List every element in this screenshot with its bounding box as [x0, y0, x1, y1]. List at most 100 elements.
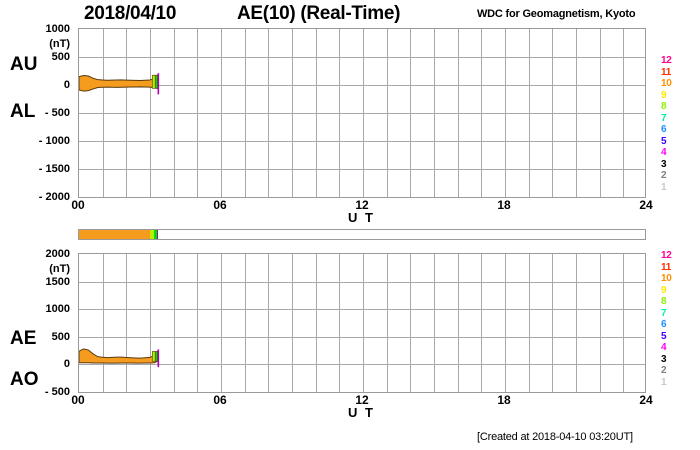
y-axis-tick-label: 500 [51, 51, 70, 63]
x-axis-tick-label: 12 [355, 393, 369, 407]
y-unit-top: (nT) [49, 38, 70, 50]
kp-legend-level: 10 [661, 273, 672, 284]
y-axis-tick-label: 1500 [45, 275, 70, 288]
kp-legend-level: 12 [661, 55, 672, 66]
x-axis-label-bottom: U T [348, 405, 375, 420]
grid-line-horizontal [79, 113, 645, 114]
x-axis-tick-label: 18 [497, 393, 511, 407]
x-axis-tick-label: 18 [497, 198, 511, 212]
au-al-plot-area[interactable] [78, 28, 646, 198]
grid-line-vertical [150, 254, 151, 392]
grid-line-horizontal [79, 364, 645, 365]
kp-legend-level: 12 [661, 250, 672, 261]
kp-legend-level: 11 [661, 261, 671, 273]
coverage-segment [116, 230, 150, 239]
grid-line-vertical [458, 254, 459, 392]
au-al-trace [79, 73, 160, 95]
grid-line-horizontal [79, 85, 645, 86]
trace-tip-segment [152, 74, 156, 89]
kp-legend-level: 8 [661, 296, 667, 307]
grid-line-vertical [505, 254, 506, 392]
label-au: AU [10, 54, 38, 75]
y-axis-tick-label: 1000 [45, 303, 70, 316]
y-axis-tick-label: - 500 [44, 107, 70, 119]
trace-band [79, 348, 159, 364]
grid-line-vertical [174, 254, 175, 392]
x-axis-tick-label: 06 [213, 198, 227, 212]
kp-legend-level: 3 [661, 353, 667, 365]
y-unit-bottom: (nT) [49, 263, 70, 275]
header-date: 2018/04/10 [84, 3, 177, 24]
grid-line-horizontal [79, 169, 645, 170]
x-axis-tick-label: 00 [71, 393, 85, 407]
grid-line-vertical [268, 254, 269, 392]
created-timestamp: [Created at 2018-04-10 03:20UT] [477, 431, 633, 443]
label-ae: AE [10, 328, 37, 349]
y-axis-tick-label: 0 [63, 358, 70, 371]
kp-legend-level: 10 [661, 78, 672, 89]
grid-line-vertical [529, 254, 530, 392]
grid-line-vertical [552, 254, 553, 392]
grid-line-vertical [434, 254, 435, 392]
x-axis-tick-label: 24 [639, 393, 653, 407]
kp-legend-level: 5 [661, 135, 667, 147]
coverage-segment [154, 230, 157, 239]
kp-legend-level: 7 [661, 307, 667, 319]
y-axis-tick-label: - 2000 [38, 191, 70, 203]
grid-line-vertical [292, 254, 293, 392]
x-axis-tick-label: 00 [71, 198, 85, 212]
kp-legend-level: 8 [661, 101, 667, 112]
grid-line-vertical [387, 254, 388, 392]
kp-legend-level: 9 [661, 89, 667, 101]
y-axis-tick-label: - 1500 [38, 163, 70, 175]
grid-line-vertical [221, 254, 222, 392]
trace-tip-segment [154, 351, 158, 362]
trace-tip-segment [152, 351, 156, 362]
grid-line-vertical [600, 254, 601, 392]
x-axis-label-top: U T [348, 210, 375, 225]
header-organization: WDC for Geomagnetism, Kyoto [477, 8, 636, 20]
kp-legend-level: 1 [661, 376, 667, 388]
grid-line-vertical [103, 254, 104, 392]
trace-terminator [157, 73, 160, 95]
kp-legend-level: 1 [661, 181, 667, 193]
coverage-segment [79, 230, 117, 239]
grid-line-horizontal [79, 57, 645, 58]
data-coverage-bar [78, 229, 646, 240]
grid-line-vertical [245, 254, 246, 392]
kp-legend-top: 12 11 10 9 8 7 6 5 4 3 2 1 [661, 55, 685, 193]
label-al: AL [10, 101, 36, 122]
grid-line-vertical [339, 254, 340, 392]
trace-band [79, 73, 159, 92]
y-axis-tick-label: 500 [51, 330, 70, 343]
kp-legend-level: 2 [661, 170, 667, 181]
y-axis-tick-label: - 500 [44, 386, 70, 398]
grid-line-vertical [363, 254, 364, 392]
x-axis-tick-label: 06 [213, 393, 227, 407]
kp-legend-level: 7 [661, 112, 667, 124]
kp-legend-level: 6 [661, 319, 667, 330]
grid-line-horizontal [79, 282, 645, 283]
grid-line-vertical [623, 254, 624, 392]
kp-legend-level: 9 [661, 284, 667, 296]
grid-line-vertical [197, 254, 198, 392]
y-axis-tick-label: 0 [63, 79, 70, 91]
grid-line-vertical [126, 254, 127, 392]
kp-legend-level: 4 [661, 147, 667, 158]
kp-legend-level: 11 [661, 66, 671, 78]
ae-ao-plot-area[interactable] [78, 253, 646, 393]
kp-legend-level: 3 [661, 158, 667, 170]
coverage-segment [149, 230, 155, 239]
grid-line-horizontal [79, 337, 645, 338]
trace-terminator [157, 349, 160, 368]
y-axis-tick-label: 1000 [45, 23, 70, 35]
grid-line-vertical [481, 254, 482, 392]
grid-line-vertical [316, 254, 317, 392]
ae-ao-trace [79, 348, 160, 368]
grid-line-vertical [410, 254, 411, 392]
trace-tip-segment [154, 74, 158, 89]
kp-legend-bottom: 12 11 10 9 8 7 6 5 4 3 2 1 [661, 250, 685, 388]
kp-legend-level: 5 [661, 330, 667, 342]
y-axis-tick-label: - 1000 [38, 135, 70, 147]
page-title: AE(10) (Real-Time) [237, 3, 401, 24]
